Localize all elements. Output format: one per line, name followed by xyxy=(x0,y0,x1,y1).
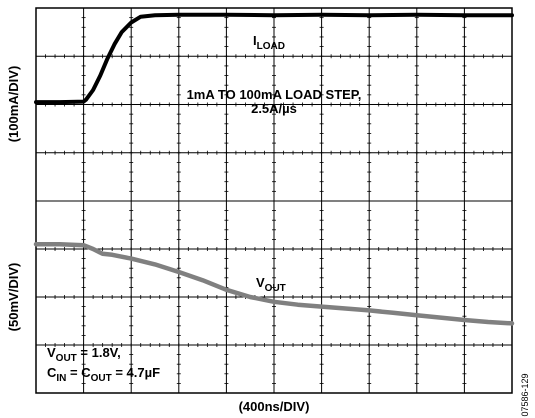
bottom-panel-grid xyxy=(35,200,512,393)
vout-label-sub: OUT xyxy=(265,283,286,294)
x-axis-label: (400ns/DIV) xyxy=(239,399,310,414)
iload-label-sub: LOAD xyxy=(257,41,285,52)
cond1-rest: = 1.8V, xyxy=(77,345,121,360)
cond2-b: = C xyxy=(66,365,91,380)
iload-trace xyxy=(34,12,514,105)
cond1-sub: OUT xyxy=(56,353,77,364)
cond1-main: V xyxy=(47,345,56,360)
iload-label: ILOAD xyxy=(253,33,285,52)
load-step-note-line1: 1mA TO 100mA LOAD STEP, xyxy=(187,87,362,102)
condition-caps: CIN = COUT = 4.7µF xyxy=(47,365,160,384)
vout-label: VOUT xyxy=(256,275,286,294)
cond2-rest: = 4.7µF xyxy=(112,365,160,380)
plot-frame xyxy=(35,7,513,394)
top-panel-grid xyxy=(35,7,512,201)
cond2-a: C xyxy=(47,365,57,380)
cond2-b-sub: OUT xyxy=(91,373,112,384)
vout-trace xyxy=(33,241,515,326)
top-y-axis-label: (100mA/DIV) xyxy=(6,66,21,143)
vout-label-main: V xyxy=(256,275,265,290)
figure-id: 07586-129 xyxy=(520,373,530,416)
cond2-a-sub: IN xyxy=(56,373,66,384)
load-step-note-line2: 2.5A/µs xyxy=(251,101,297,116)
bottom-y-axis-label: (50mV/DIV) xyxy=(6,263,21,332)
iload-label-main: I xyxy=(253,33,257,48)
condition-vout: VOUT = 1.8V, xyxy=(47,345,121,364)
